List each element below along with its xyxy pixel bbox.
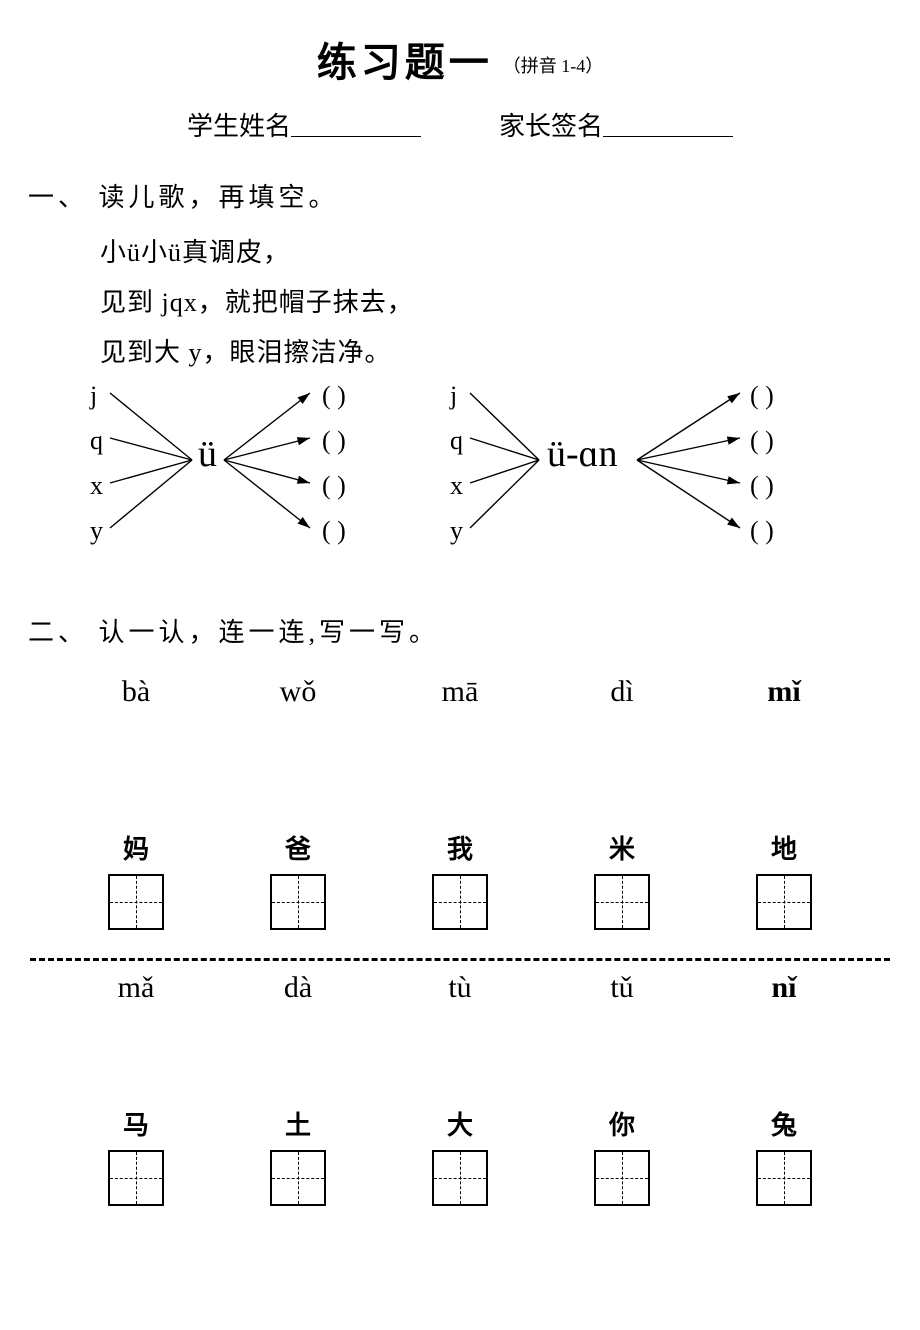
diagram-text: q <box>450 426 463 456</box>
diagram-text: ü <box>198 432 217 476</box>
diagram-text: ( ) <box>322 471 346 501</box>
diagram-text: ( ) <box>750 471 774 501</box>
poem: 小ü小ü真调皮， 见到 jqx，就把帽子抹去， 见到大 y，眼泪擦洁净。 <box>100 228 920 378</box>
sig-gap <box>428 112 493 141</box>
poem-line: 小ü小ü真调皮， <box>100 228 920 278</box>
char-column: 马 <box>55 1105 217 1206</box>
char-row: 妈爸我米地 <box>55 829 865 930</box>
char-label: 马 <box>55 1105 217 1142</box>
pinyin-cell: nǐ <box>703 971 865 1005</box>
char-label: 我 <box>379 829 541 866</box>
writing-box[interactable] <box>756 874 812 930</box>
writing-box[interactable] <box>594 1150 650 1206</box>
writing-box[interactable] <box>594 874 650 930</box>
diagram-text: ( ) <box>750 381 774 411</box>
dashed-divider <box>30 958 890 961</box>
student-name-blank[interactable] <box>291 136 421 137</box>
writing-box[interactable] <box>108 1150 164 1206</box>
char-label: 土 <box>217 1105 379 1142</box>
char-label: 爸 <box>217 829 379 866</box>
section-2-label: 二、 认一认，连一连,写一写。 <box>28 612 920 649</box>
char-label: 妈 <box>55 829 217 866</box>
diagram-lines <box>50 378 920 578</box>
u-diagram: jqxyü( )( )( )( )jqxyü-ɑn( )( )( )( ) <box>50 378 920 578</box>
diagram-text: x <box>450 471 463 501</box>
diagram-text: q <box>90 426 103 456</box>
signature-row: 学生姓名 家长签名 <box>0 106 920 143</box>
writing-box[interactable] <box>432 874 488 930</box>
student-name-label: 学生姓名 <box>187 112 291 141</box>
pinyin-cell: mǎ <box>55 971 217 1005</box>
diagram-text: ( ) <box>322 381 346 411</box>
writing-box[interactable] <box>108 874 164 930</box>
char-column: 兔 <box>703 1105 865 1206</box>
char-label: 米 <box>541 829 703 866</box>
pinyin-cell: mā <box>379 675 541 709</box>
char-label: 地 <box>703 829 865 866</box>
title-sub: （拼音 1-4） <box>503 56 604 76</box>
diagram-text: x <box>90 471 103 501</box>
title-row: 练习题一 （拼音 1-4） <box>0 30 920 88</box>
diagram-text: y <box>90 516 103 546</box>
pinyin-cell: wǒ <box>217 675 379 709</box>
pinyin-row: bàwǒmādìmǐ <box>55 675 865 709</box>
writing-box[interactable] <box>270 1150 326 1206</box>
poem-line: 见到 jqx，就把帽子抹去， <box>100 278 920 328</box>
section-1-label: 一、 读儿歌，再填空。 <box>28 177 920 214</box>
pinyin-cell: dà <box>217 971 379 1005</box>
char-label: 大 <box>379 1105 541 1142</box>
char-column: 爸 <box>217 829 379 930</box>
diagram-text: ü-ɑn <box>547 432 618 476</box>
char-row: 马土大你兔 <box>55 1105 865 1206</box>
diagram-text: ( ) <box>322 516 346 546</box>
parent-sign-blank[interactable] <box>603 136 733 137</box>
diagram-text: j <box>450 381 457 411</box>
parent-sign-label: 家长签名 <box>499 112 603 141</box>
pinyin-cell: bà <box>55 675 217 709</box>
pinyin-cell: dì <box>541 675 703 709</box>
diagram-text: j <box>90 381 97 411</box>
char-column: 土 <box>217 1105 379 1206</box>
title-main: 练习题一 <box>317 40 493 85</box>
char-label: 你 <box>541 1105 703 1142</box>
char-column: 地 <box>703 829 865 930</box>
diagram-text: ( ) <box>322 426 346 456</box>
pinyin-row: mǎdàtùtǔnǐ <box>55 971 865 1005</box>
diagram-text: ( ) <box>750 516 774 546</box>
pinyin-cell: tǔ <box>541 971 703 1005</box>
pinyin-cell: tù <box>379 971 541 1005</box>
diagram-text: y <box>450 516 463 546</box>
char-column: 米 <box>541 829 703 930</box>
pinyin-cell: mǐ <box>703 675 865 709</box>
char-column: 妈 <box>55 829 217 930</box>
poem-line: 见到大 y，眼泪擦洁净。 <box>100 328 920 378</box>
diagram-text: ( ) <box>750 426 774 456</box>
writing-box[interactable] <box>432 1150 488 1206</box>
char-column: 我 <box>379 829 541 930</box>
char-label: 兔 <box>703 1105 865 1142</box>
writing-box[interactable] <box>756 1150 812 1206</box>
writing-box[interactable] <box>270 874 326 930</box>
char-column: 大 <box>379 1105 541 1206</box>
char-column: 你 <box>541 1105 703 1206</box>
